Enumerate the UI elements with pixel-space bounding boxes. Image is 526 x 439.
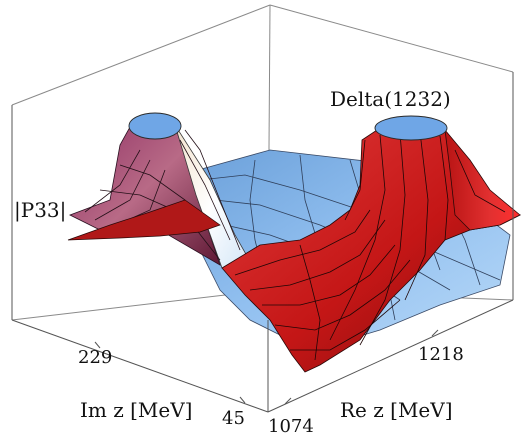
y-tick-229: 229 bbox=[78, 347, 112, 368]
box-front bbox=[11, 72, 514, 413]
x-tick-1218: 1218 bbox=[418, 344, 464, 365]
delta-annotation: Delta(1232) bbox=[330, 87, 451, 111]
tick-marks bbox=[94, 329, 439, 405]
x-tick-1074: 1074 bbox=[268, 416, 314, 437]
delta-pole-cap bbox=[374, 115, 448, 141]
delta-peak bbox=[221, 115, 522, 373]
left-red-wing bbox=[67, 199, 221, 241]
z-axis-label: |P33| bbox=[14, 198, 66, 223]
left-pole-cap bbox=[128, 112, 182, 140]
y-tick-45: 45 bbox=[222, 408, 245, 429]
y-axis-label: Im z [MeV] bbox=[80, 398, 192, 422]
x-axis-label: Re z [MeV] bbox=[340, 398, 453, 422]
